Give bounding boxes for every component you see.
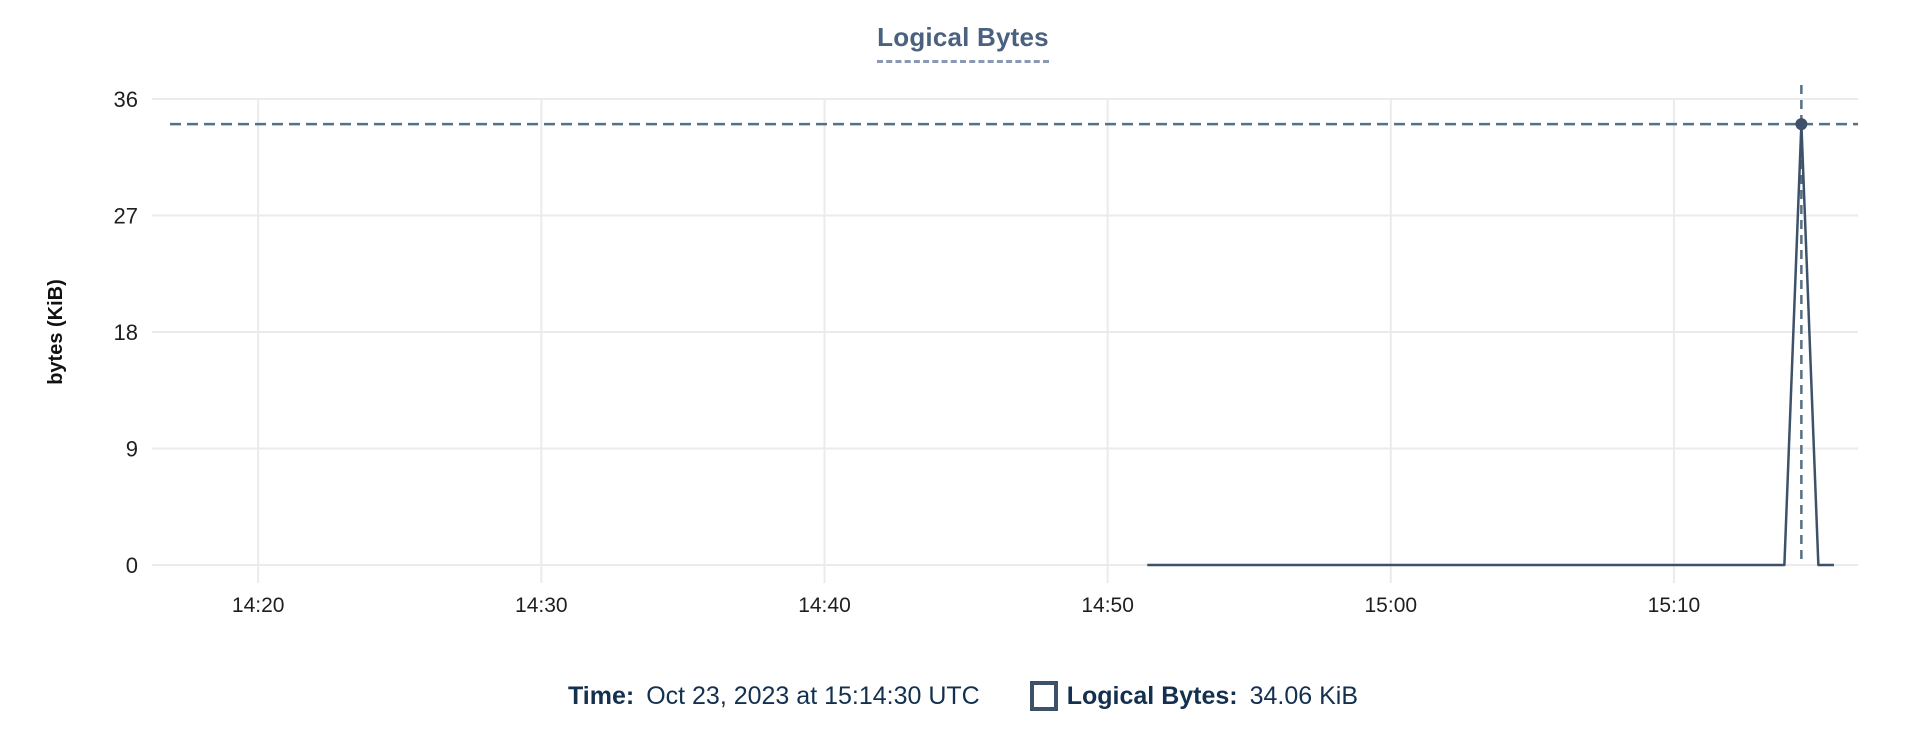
time-value: Oct 23, 2023 at 15:14:30 UTC xyxy=(646,681,980,710)
time-label: Time: xyxy=(567,681,635,710)
x-axis-tick-label: 14:50 xyxy=(1081,594,1134,617)
chart-canvas[interactable]: 0 9 18 27 36 14:20 14:30 14:40 14:50 15:00 15:10 by… xyxy=(0,0,1926,648)
chart-title[interactable]: Logical Bytes xyxy=(877,22,1049,63)
legend-series-swatch-icon xyxy=(1029,681,1058,711)
y-axis-tick-label: 18 xyxy=(114,320,138,345)
y-axis-tick-label: 9 xyxy=(126,437,138,462)
x-axis-tick-label: 14:20 xyxy=(232,594,285,617)
x-axis-tick-label: 15:10 xyxy=(1648,594,1701,617)
chart-title-container: Logical Bytes xyxy=(0,22,1926,63)
y-axis-tick-label: 27 xyxy=(114,204,138,229)
series-line xyxy=(1147,122,1834,567)
x-axis-tick-label: 14:30 xyxy=(515,594,568,617)
y-axis-tick-label: 0 xyxy=(126,553,138,578)
series-label: Logical Bytes: xyxy=(1066,681,1238,710)
x-axis-tick-label: 15:00 xyxy=(1365,594,1418,617)
y-axis-title: bytes (KiB) xyxy=(45,279,67,385)
hover-readout: Time: Oct 23, 2023 at 15:14:30 UTC Logic… xyxy=(0,681,1926,711)
y-axis-tick-label: 36 xyxy=(114,87,138,112)
data-point-marker[interactable] xyxy=(1795,118,1808,131)
x-axis-tick-label: 14:40 xyxy=(798,594,851,617)
series-value: 34.06 KiB xyxy=(1249,681,1359,710)
